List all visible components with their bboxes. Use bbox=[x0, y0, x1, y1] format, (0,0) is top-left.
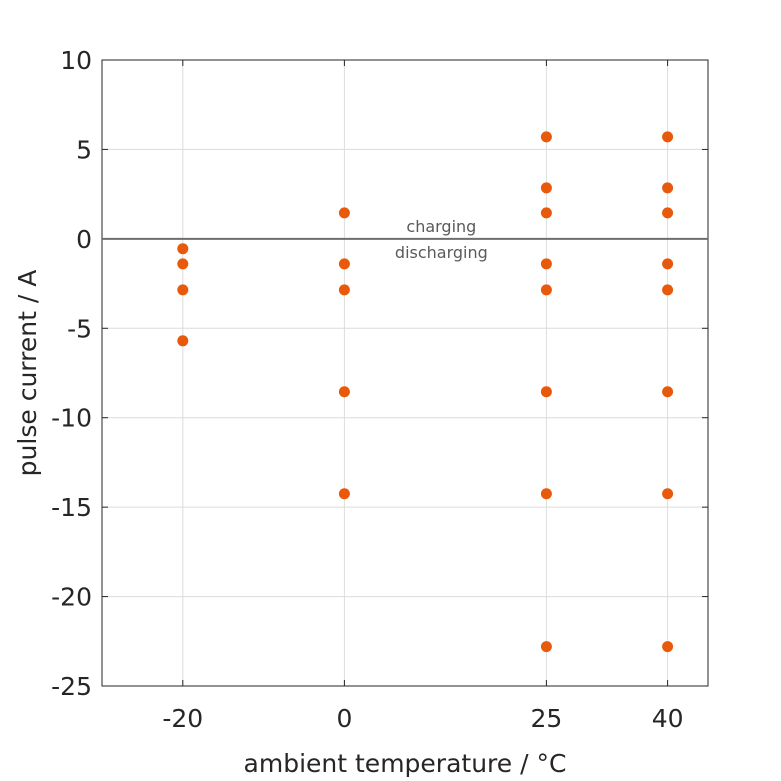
data-point bbox=[177, 335, 189, 347]
data-point bbox=[540, 131, 552, 143]
y-tick-label: -20 bbox=[51, 583, 92, 612]
y-tick-label: -10 bbox=[51, 404, 92, 433]
data-point bbox=[662, 182, 674, 194]
data-point bbox=[338, 207, 350, 219]
y-tick-label: 5 bbox=[76, 135, 92, 164]
charging-label: charging bbox=[406, 217, 476, 236]
y-tick-labels: 10 5 0 -5 -10 -15 -20 -25 bbox=[51, 46, 92, 701]
data-point bbox=[540, 641, 552, 653]
x-tick-label: 40 bbox=[652, 704, 684, 733]
y-tick-label: -15 bbox=[51, 493, 92, 522]
data-point bbox=[540, 207, 552, 219]
data-point bbox=[662, 207, 674, 219]
data-point bbox=[540, 258, 552, 270]
x-tick-label: 25 bbox=[530, 704, 562, 733]
data-point bbox=[338, 488, 350, 500]
y-tick-label: -25 bbox=[51, 672, 92, 701]
data-point bbox=[662, 488, 674, 500]
tick-marks bbox=[102, 59, 708, 687]
data-point bbox=[177, 258, 189, 270]
grid-lines bbox=[102, 59, 708, 687]
data-point bbox=[662, 131, 674, 143]
data-point bbox=[540, 386, 552, 398]
y-axis-label: pulse current / A bbox=[13, 270, 42, 477]
data-point bbox=[662, 284, 674, 296]
x-axis-label: ambient temperature / °C bbox=[244, 749, 567, 778]
data-point bbox=[662, 641, 674, 653]
data-point bbox=[177, 243, 189, 255]
data-point bbox=[540, 488, 552, 500]
discharging-label: discharging bbox=[395, 243, 488, 262]
y-tick-label: 0 bbox=[76, 225, 92, 254]
data-point bbox=[338, 284, 350, 296]
data-point bbox=[338, 386, 350, 398]
data-point bbox=[662, 386, 674, 398]
data-point bbox=[177, 284, 189, 296]
data-point bbox=[662, 258, 674, 270]
x-tick-label: -20 bbox=[162, 704, 203, 733]
x-tick-labels: -20 0 25 40 bbox=[162, 704, 683, 733]
plot-frame bbox=[101, 59, 709, 687]
data-points bbox=[177, 131, 674, 653]
data-point bbox=[540, 284, 552, 296]
data-point bbox=[338, 258, 350, 270]
y-tick-label: 10 bbox=[60, 46, 92, 75]
x-tick-label: 0 bbox=[336, 704, 352, 733]
data-point bbox=[540, 182, 552, 194]
y-tick-label: -5 bbox=[67, 314, 92, 343]
